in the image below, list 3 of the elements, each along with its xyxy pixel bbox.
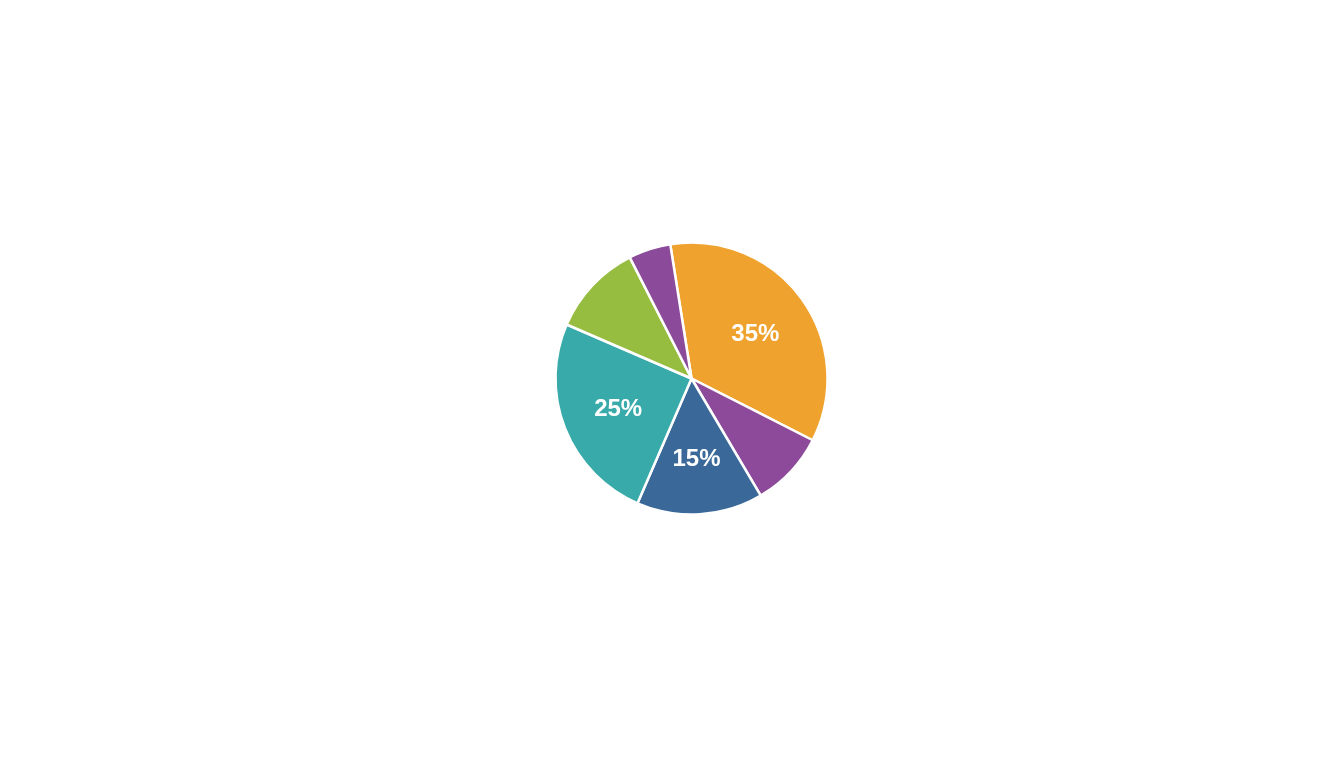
- data-label: 15%: [672, 443, 721, 471]
- data-label: 35%: [731, 318, 780, 346]
- data-label: 25%: [594, 394, 643, 422]
